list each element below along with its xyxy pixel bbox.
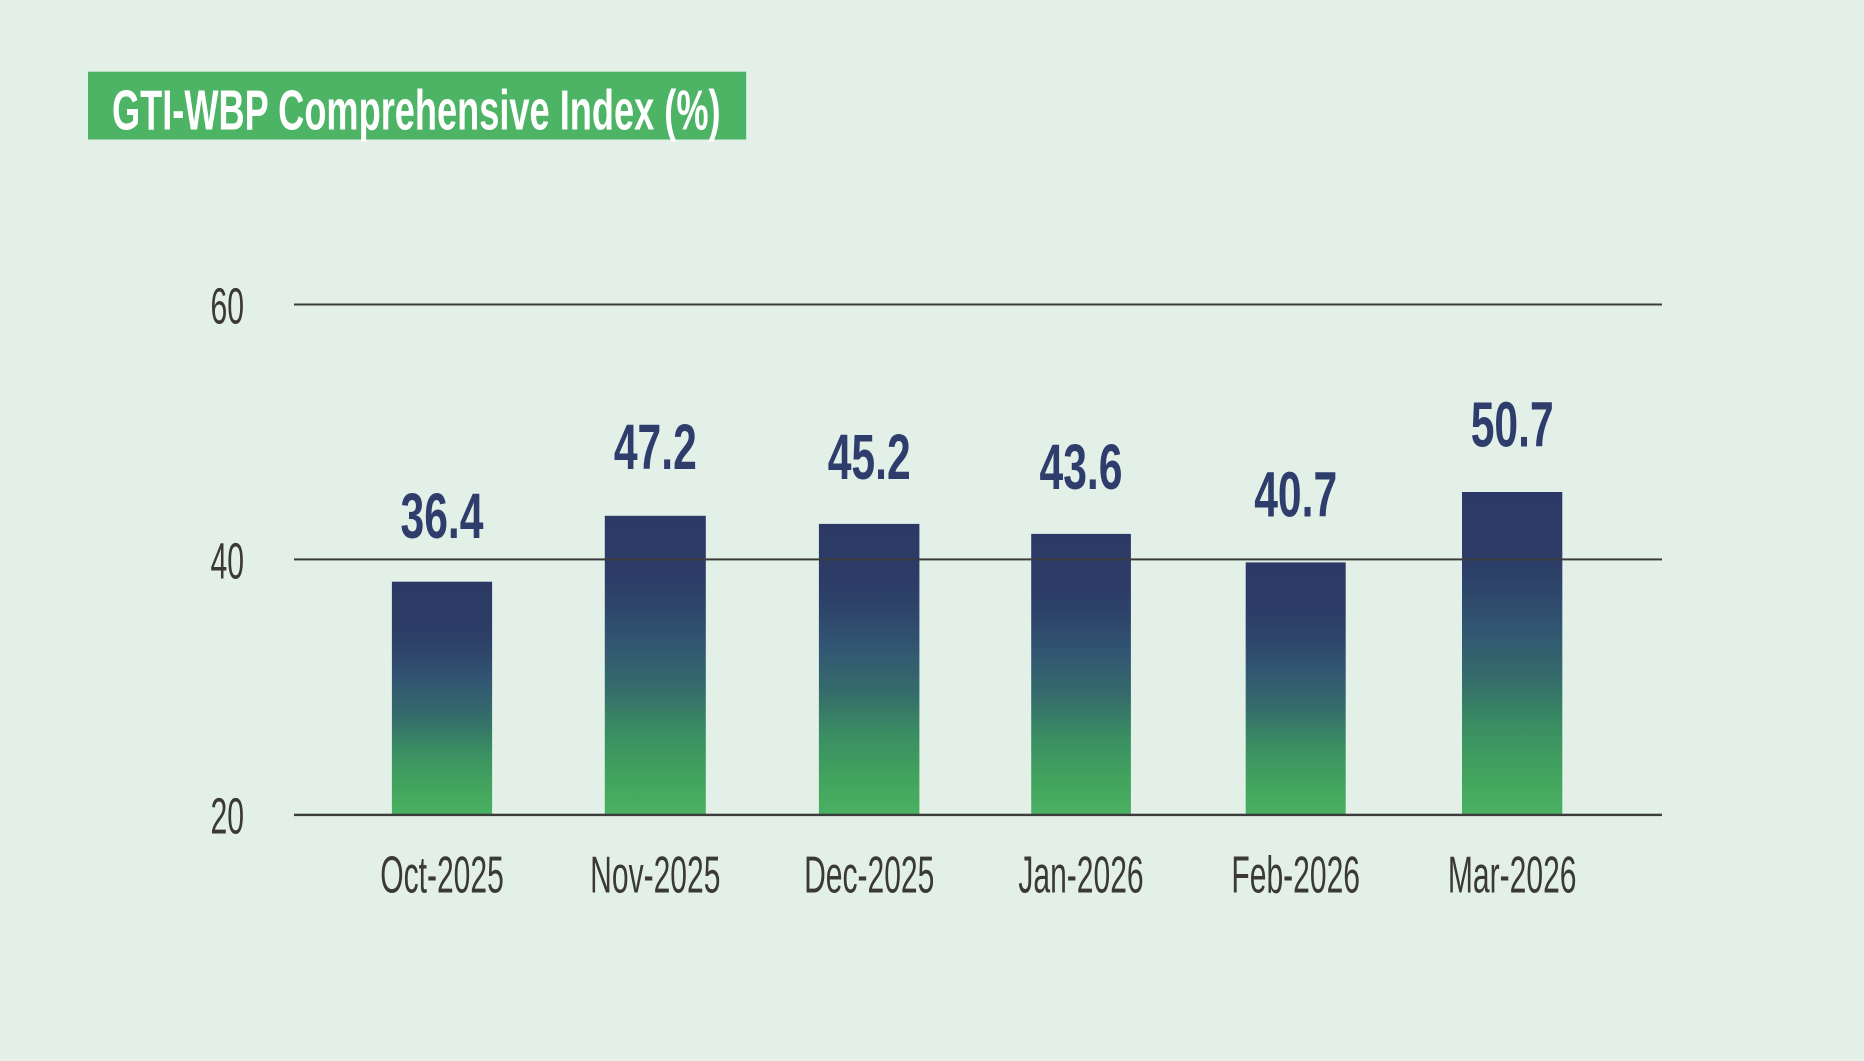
svg-text:Dec-2025: Dec-2025 bbox=[804, 846, 934, 904]
svg-text:Oct-2025: Oct-2025 bbox=[380, 846, 504, 904]
svg-text:Feb-2026: Feb-2026 bbox=[1231, 846, 1360, 904]
svg-text:GTI-WBP Comprehensive Index (%: GTI-WBP Comprehensive Index (%) bbox=[112, 79, 721, 142]
svg-text:36.4: 36.4 bbox=[401, 480, 484, 552]
svg-text:45.2: 45.2 bbox=[828, 421, 911, 493]
svg-text:47.2: 47.2 bbox=[614, 411, 697, 483]
svg-text:50.7: 50.7 bbox=[1471, 389, 1554, 461]
svg-text:60: 60 bbox=[210, 277, 244, 334]
svg-text:40.7: 40.7 bbox=[1254, 459, 1337, 531]
svg-text:40: 40 bbox=[210, 532, 244, 589]
svg-text:Jan-2026: Jan-2026 bbox=[1018, 846, 1143, 904]
svg-text:20: 20 bbox=[210, 787, 244, 844]
svg-text:43.6: 43.6 bbox=[1040, 431, 1123, 503]
svg-text:Nov-2025: Nov-2025 bbox=[590, 846, 720, 904]
svg-text:Mar-2026: Mar-2026 bbox=[1448, 846, 1577, 904]
